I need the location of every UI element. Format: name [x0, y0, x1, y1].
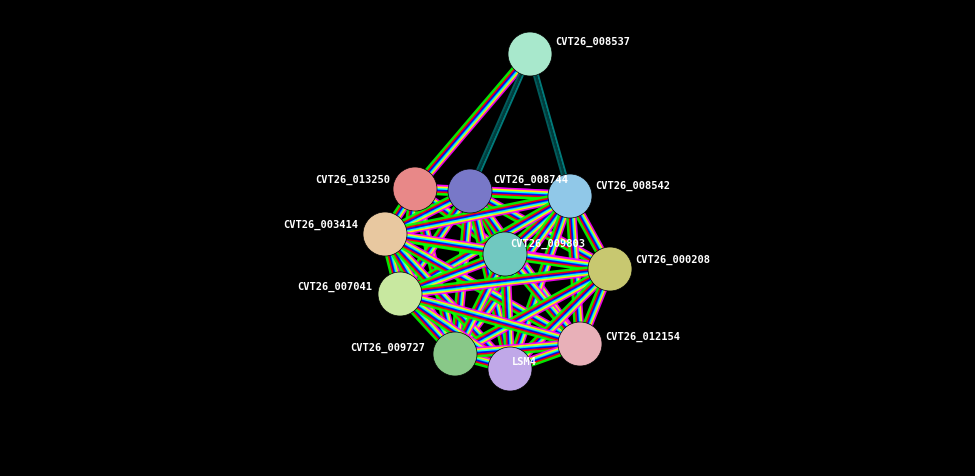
Text: CVT26_003414: CVT26_003414 [283, 219, 358, 229]
Circle shape [393, 168, 437, 211]
Text: CVT26_009803: CVT26_009803 [510, 238, 585, 248]
Circle shape [448, 169, 492, 214]
Circle shape [548, 175, 592, 218]
Text: CVT26_000208: CVT26_000208 [635, 254, 710, 265]
Text: CVT26_008744: CVT26_008744 [493, 175, 568, 185]
Circle shape [483, 232, 527, 277]
Circle shape [363, 213, 407, 257]
Text: CVT26_007041: CVT26_007041 [297, 281, 372, 291]
Circle shape [558, 322, 602, 366]
Circle shape [378, 272, 422, 317]
Text: CVT26_012154: CVT26_012154 [605, 331, 680, 341]
Circle shape [588, 248, 632, 291]
Text: LSM4: LSM4 [512, 356, 537, 366]
Text: CVT26_013250: CVT26_013250 [315, 175, 390, 185]
Text: CVT26_008542: CVT26_008542 [595, 180, 670, 191]
Circle shape [508, 33, 552, 77]
Circle shape [433, 332, 477, 376]
Text: CVT26_008537: CVT26_008537 [555, 37, 630, 47]
Text: CVT26_009727: CVT26_009727 [350, 342, 425, 352]
Circle shape [488, 347, 532, 391]
